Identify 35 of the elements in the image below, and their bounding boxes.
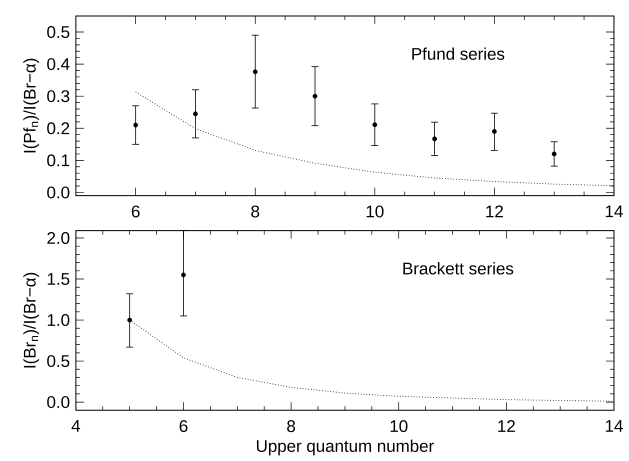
point bbox=[193, 111, 198, 116]
y-tick-label: 0.3 bbox=[47, 90, 70, 102]
point bbox=[312, 94, 318, 99]
x-tick-label: 6 bbox=[132, 206, 140, 218]
y-axis-title: I(Pf$_{n}$)/I(Br−α) bbox=[23, 58, 40, 152]
point bbox=[372, 122, 378, 128]
y-tick-label: 0.0 bbox=[47, 396, 70, 408]
x-tick-label: 12 bbox=[486, 206, 503, 218]
x-tick-label: 14 bbox=[606, 206, 623, 218]
y-tick-label: 1.5 bbox=[48, 273, 70, 285]
y-tick-label: 0.2 bbox=[47, 122, 70, 134]
y-tick-label: 0.1 bbox=[47, 154, 70, 166]
x-tick-label: 10 bbox=[390, 420, 408, 432]
x-tick-label: 6 bbox=[180, 420, 188, 432]
x-tick-label: 4 bbox=[72, 420, 80, 432]
x-tick-label: 14 bbox=[606, 420, 623, 432]
annotation: Pfund series bbox=[412, 48, 504, 60]
y-axis-title: I(Br$_{n}$)/I(Br−α) bbox=[23, 272, 40, 368]
x-tick-label: 12 bbox=[498, 420, 515, 432]
x-tick-label: 8 bbox=[287, 420, 296, 432]
y-tick-label: 0.5 bbox=[47, 355, 70, 368]
y-tick-label: 0.4 bbox=[47, 58, 70, 70]
point bbox=[432, 136, 437, 142]
x-tick-label: 10 bbox=[366, 206, 384, 218]
point bbox=[492, 129, 497, 134]
point bbox=[552, 152, 557, 156]
x-tick-label: 8 bbox=[251, 206, 260, 218]
annotation: Brackett series bbox=[403, 262, 514, 275]
point bbox=[252, 69, 258, 74]
y-tick-label: 1.0 bbox=[48, 314, 70, 326]
x-axis-title: Upper quantum number bbox=[256, 440, 434, 456]
y-tick-label: 2.0 bbox=[47, 232, 70, 244]
y-tick-label: 0.0 bbox=[47, 186, 70, 198]
point bbox=[133, 122, 138, 128]
y-tick-label: 0.5 bbox=[47, 26, 70, 38]
